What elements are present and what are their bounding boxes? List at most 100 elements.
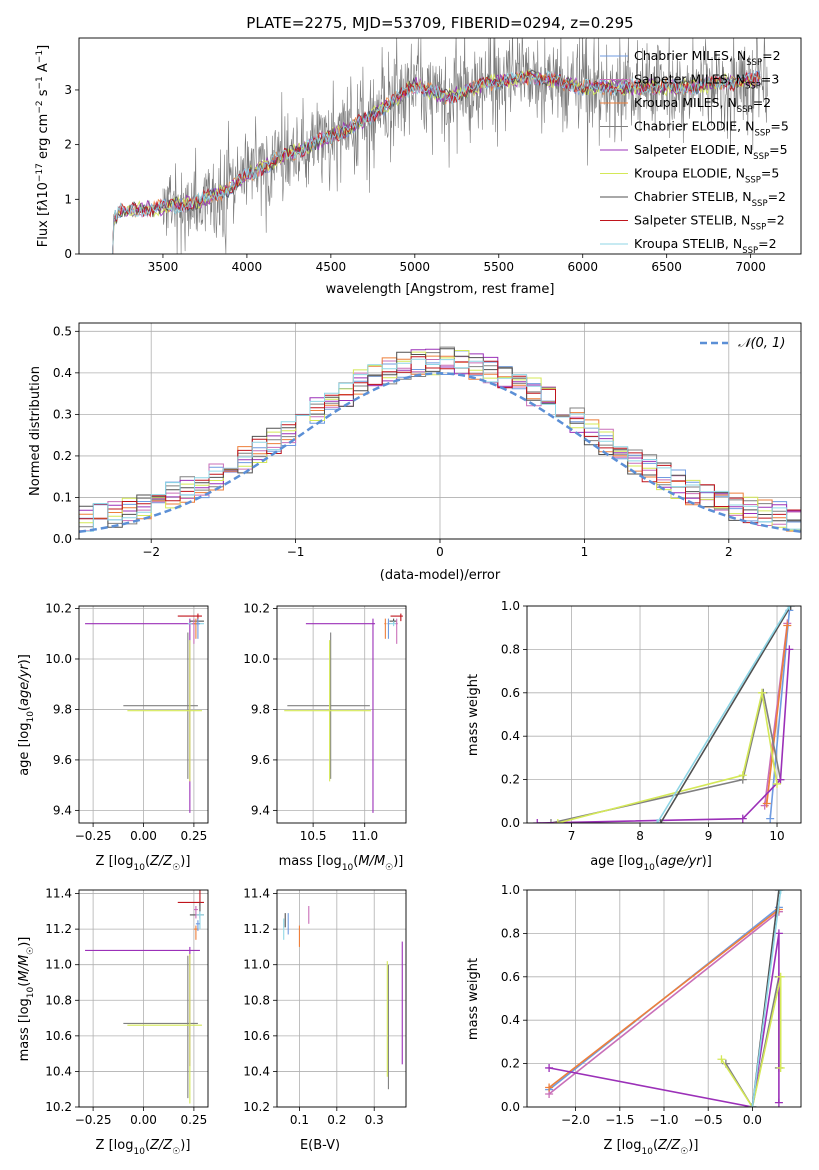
- legend-label: Kroupa ELODIE, NSSP=5: [634, 166, 779, 186]
- y-tick-label: 9.8: [251, 702, 270, 716]
- weight-marker: [776, 1063, 785, 1072]
- legend-label: Chabrier ELODIE, NSSP=5: [634, 119, 789, 139]
- axes-frame: [78, 889, 209, 1108]
- residual-histogram: [79, 358, 801, 532]
- massZ-ylabel: mass [log10(M/M☉)]: [17, 937, 36, 1062]
- weight-marker: [785, 645, 794, 654]
- weight-marker: [738, 771, 747, 780]
- x-tick-label: 6500: [651, 260, 682, 274]
- x-tick-label: 4500: [316, 260, 347, 274]
- weight-line: [537, 649, 791, 823]
- plot-area: [79, 346, 801, 535]
- y-tick-label: 11.4: [45, 887, 72, 901]
- y-tick-label: 0.1: [53, 490, 72, 504]
- weight-line: [720, 976, 782, 1107]
- mass-vs-metallicity-panel: −0.25 0.00 0.25 10.2 10.4 10.6 10.8 11.0 11.2 11.…: [45, 887, 209, 1127]
- age-vs-metallicity-panel: −0.25 0.00 0.25 9.4 9.6 9.8 10.0 10.2: [45, 602, 209, 843]
- y-tick-label: 0.0: [501, 816, 520, 830]
- weight-marker: [786, 606, 795, 610]
- x-tick-label: 0.25: [181, 829, 208, 843]
- wAge-xlabel: age [log10(age/yr)]: [590, 854, 712, 873]
- x-tick-label: 6000: [567, 260, 598, 274]
- x-tick-label: 0.25: [181, 1113, 208, 1127]
- y-tick-label: 11.0: [45, 958, 72, 972]
- weight-marker: [553, 819, 562, 823]
- wZ-xlabel: Z [log10(Z/Z☉)]: [604, 1138, 699, 1157]
- legend-label: Kroupa MILES, NSSP=2: [634, 95, 771, 115]
- y-tick-label: 0.6: [501, 970, 520, 984]
- axes-frame: [78, 322, 802, 540]
- weight-line: [766, 625, 789, 804]
- y-tick-label: 0.4: [501, 1013, 520, 1027]
- weight-marker: [785, 606, 794, 610]
- y-tick-label: 11.4: [243, 887, 270, 901]
- legend-label: Kroupa STELIB, NSSP=2: [634, 236, 777, 256]
- plot-area: [284, 613, 403, 813]
- x-tick-label: 1: [581, 545, 589, 559]
- x-tick-label: 7000: [735, 260, 766, 274]
- weight-marker: [776, 775, 785, 784]
- axes-frame: [526, 889, 802, 1108]
- x-tick-label: −1.0: [649, 1113, 678, 1127]
- weight-marker: [773, 779, 782, 788]
- x-tick-label: 0.1: [290, 1113, 309, 1127]
- weight-marker: [653, 819, 662, 823]
- y-tick-label: 0.0: [53, 532, 72, 546]
- weight-marker: [738, 814, 747, 823]
- plot-area: [85, 890, 204, 1104]
- plot-area: [112, 38, 768, 254]
- weight-marker: [774, 890, 783, 894]
- weight-line: [659, 606, 792, 823]
- mass-vs-ebv-panel: 0.1 0.2 0.3 10.2 10.4 10.6 10.8 11.0 11.2 11.4: [243, 887, 407, 1127]
- x-tick-label: 10.5: [300, 829, 327, 843]
- legend-label: Chabrier STELIB, NSSP=2: [634, 189, 786, 209]
- y-tick-label: 10.8: [243, 993, 270, 1007]
- y-tick-label: 0.2: [53, 449, 72, 463]
- weight-marker: [762, 799, 771, 808]
- ageZ-ylabel: age [log10(age/yr)]: [17, 654, 36, 776]
- x-tick-label: 0.0: [743, 1113, 762, 1127]
- weight-marker: [546, 819, 555, 823]
- y-tick-label: 0.3: [53, 407, 72, 421]
- legend-label: Salpeter ELODIE, NSSP=5: [634, 142, 788, 162]
- plot-area: [533, 606, 795, 823]
- x-tick-label: −0.25: [75, 829, 112, 843]
- weight-marker: [656, 819, 665, 823]
- observed-spectrum-line: [162, 38, 768, 254]
- legend-label: 𝒩(0, 1): [738, 336, 785, 351]
- plot-area: [545, 890, 785, 1107]
- spectrum-ylabel: Flux [fλ10−17 erg cm−2 s−1 A−1]: [35, 45, 51, 247]
- y-tick-label: 9.6: [53, 753, 72, 767]
- x-tick-label: −1.5: [605, 1113, 634, 1127]
- y-tick-label: 9.4: [251, 803, 270, 817]
- weight-marker: [774, 1098, 783, 1107]
- y-tick-label: 10.6: [243, 1029, 270, 1043]
- model-spectrum-line: [112, 69, 761, 254]
- x-tick-label: 9: [705, 829, 713, 843]
- spectrum-xlabel: wavelength [Angstrom, rest frame]: [326, 282, 555, 297]
- x-tick-label: 5500: [483, 260, 514, 274]
- x-tick-label: 0.2: [327, 1113, 346, 1127]
- y-tick-label: 10.4: [243, 1064, 270, 1078]
- y-tick-label: 10.6: [45, 1029, 72, 1043]
- weight-marker: [717, 1055, 726, 1064]
- y-tick-label: 9.4: [53, 803, 72, 817]
- y-tick-label: 9.8: [53, 702, 72, 716]
- weight-marker: [774, 929, 783, 938]
- residuals-ylabel: Normed distribution: [28, 366, 43, 496]
- y-tick-label: 10.0: [45, 652, 72, 666]
- weight-marker: [757, 688, 766, 697]
- x-tick-label: 2: [725, 545, 733, 559]
- weight-marker: [776, 972, 785, 981]
- legend-label: Salpeter STELIB, NSSP=2: [634, 213, 785, 233]
- plot-area: [85, 613, 204, 813]
- x-tick-label: 5000: [400, 260, 431, 274]
- weight-line: [550, 692, 782, 823]
- y-tick-label: 0.0: [501, 1100, 520, 1114]
- weight-vs-metallicity-panel: −2.0 −1.5 −1.0 −0.5 0.0 0.0 0.2 0.4 0.6 0.8 1.0: [501, 883, 802, 1127]
- y-tick-label: 0: [64, 247, 72, 261]
- x-tick-label: 0.00: [130, 1113, 157, 1127]
- y-tick-label: 0.4: [53, 366, 72, 380]
- x-tick-label: −0.25: [75, 1113, 112, 1127]
